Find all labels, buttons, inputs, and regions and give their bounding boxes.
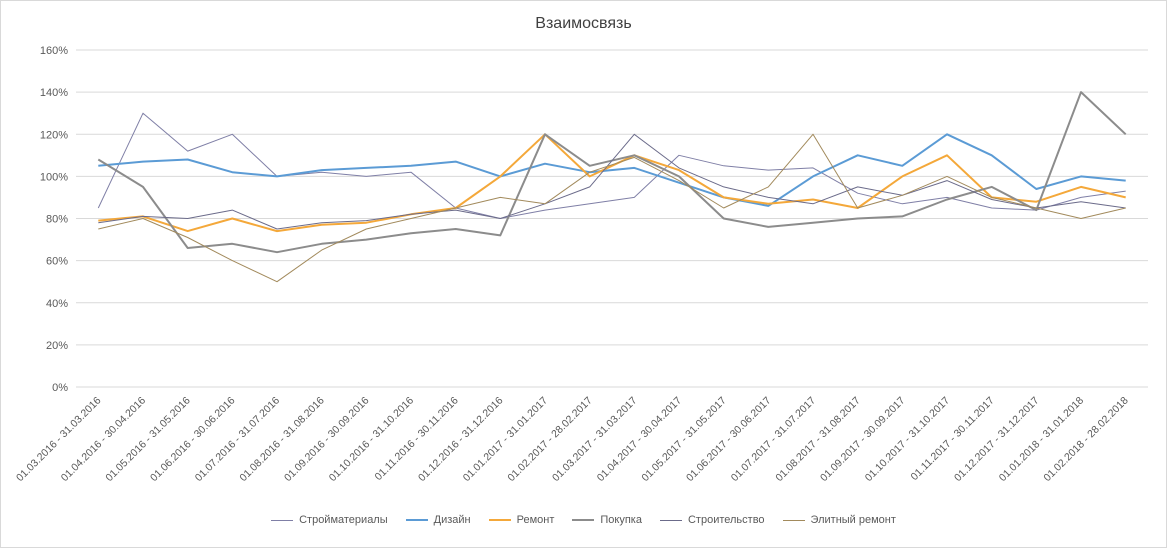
x-tick-label: 01.03.2017 - 31.03.2017 xyxy=(550,395,640,485)
x-tick-label: 01.05.2016 - 31.05.2016 xyxy=(103,395,193,485)
y-tick-label: 80% xyxy=(46,214,68,226)
legend-label: Ремонт xyxy=(516,514,555,526)
series-line-1 xyxy=(97,112,1126,219)
x-tick-label: 01.06.2016 - 30.06.2016 xyxy=(148,395,238,485)
x-tick-label: 01.07.2016 - 31.07.2016 xyxy=(193,395,283,485)
legend-label: Дизайн xyxy=(433,514,471,526)
legend-item: Покупка xyxy=(572,514,642,526)
x-tick-label: 01.01.2018 - 31.01.2018 xyxy=(997,395,1087,485)
series-line-4 xyxy=(97,91,1127,254)
y-tick-label: 60% xyxy=(46,256,68,268)
x-tick-label: 01.10.2017 - 31.10.2017 xyxy=(863,395,953,485)
legend-swatch xyxy=(782,519,805,521)
x-tick-label: 01.10.2016 - 31.10.2016 xyxy=(327,395,417,485)
legend-label: Строительство xyxy=(687,514,765,526)
x-tick-label: 01.11.2017 - 30.11.2017 xyxy=(908,395,996,483)
y-tick-label: 100% xyxy=(40,171,68,183)
legend-item: Стройматериалы xyxy=(271,514,388,526)
x-tick-label: 01.02.2017 - 28.02.2017 xyxy=(505,395,595,485)
x-tick-label: 01.09.2016 - 30.09.2016 xyxy=(282,395,372,485)
series-line-5 xyxy=(98,133,1126,230)
plot-area: 0% 20% 40% 60% 80% 100% 120% 140% 160% 01.03.201… xyxy=(14,45,1148,485)
legend-swatch xyxy=(405,519,428,521)
x-tick-label: 01.05.2017 - 31.05.2017 xyxy=(639,395,729,485)
x-tick-label: 01.04.2016 - 30.04.2016 xyxy=(59,395,149,485)
chart-title: Взаимосвязь xyxy=(535,15,632,32)
x-tick-label: 01.01.2017 - 31.01.2017 xyxy=(461,395,551,485)
x-tick-label: 01.11.2016 - 30.11.2016 xyxy=(372,395,460,483)
legend-label: Покупка xyxy=(600,514,642,526)
legend-label: Стройматериалы xyxy=(299,514,388,526)
x-tick-label: 01.07.2017 - 31.07.2017 xyxy=(729,395,819,485)
x-tick-label: 01.04.2017 - 30.04.2017 xyxy=(595,395,685,485)
x-tick-label: 01.08.2017 - 31.08.2017 xyxy=(773,395,863,485)
legend-label: Элитный ремонт xyxy=(810,514,896,526)
legend-item: Ремонт xyxy=(488,514,555,526)
y-tick-label: 20% xyxy=(46,340,68,352)
y-tick-label: 140% xyxy=(40,87,68,99)
y-tick-label: 160% xyxy=(40,45,68,57)
legend-swatch xyxy=(488,519,511,521)
chart-legend: Стройматериалы Дизайн Ремонт Покупка Строите… xyxy=(1,514,1166,526)
x-tick-label: 01.03.2016 - 31.03.2016 xyxy=(14,395,104,485)
series-line-6 xyxy=(98,133,1126,283)
x-tick-label: 01.12.2016 - 31.12.2016 xyxy=(416,395,506,485)
legend-swatch xyxy=(572,519,595,521)
y-tick-label: 120% xyxy=(40,129,68,141)
legend-swatch xyxy=(659,519,682,521)
legend-item: Дизайн xyxy=(405,514,471,526)
x-tick-label: 01.02.2018 - 28.02.2018 xyxy=(1041,395,1131,485)
legend-item: Строительство xyxy=(659,514,765,526)
x-tick-label: 01.06.2017 - 30.06.2017 xyxy=(684,395,774,485)
x-tick-label: 01.08.2016 - 31.08.2016 xyxy=(237,395,327,485)
x-tick-label: 01.12.2017 - 31.12.2017 xyxy=(952,395,1042,485)
series-line-3 xyxy=(98,133,1126,233)
y-tick-label: 40% xyxy=(46,298,68,310)
legend-swatch xyxy=(271,519,294,521)
legend-item: Элитный ремонт xyxy=(782,514,896,526)
series-line-2 xyxy=(98,133,1126,207)
y-tick-label: 0% xyxy=(52,382,68,394)
x-tick-label: 01.09.2017 - 30.09.2017 xyxy=(818,395,908,485)
